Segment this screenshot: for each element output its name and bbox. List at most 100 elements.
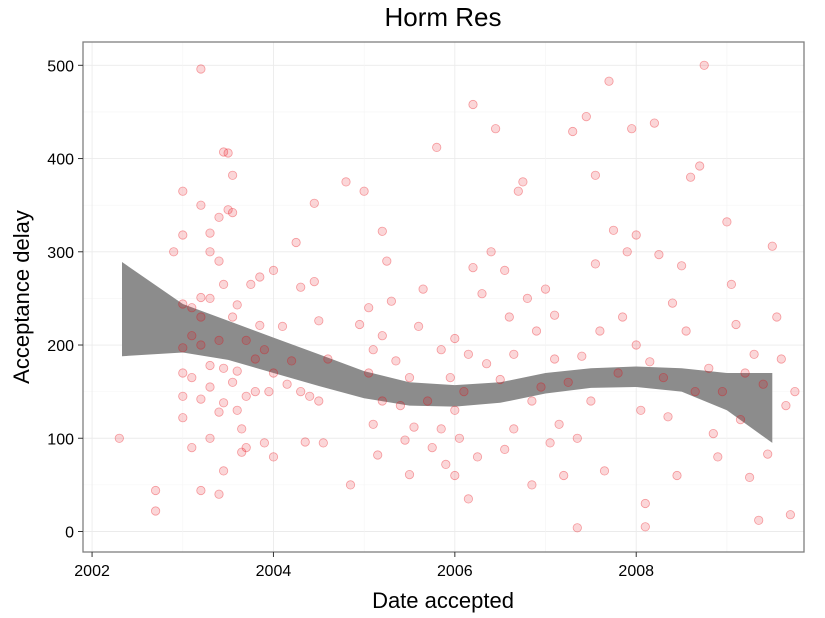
data-point <box>219 398 229 408</box>
data-point <box>377 226 387 236</box>
data-point <box>413 321 424 331</box>
data-point <box>178 230 188 240</box>
data-point <box>622 247 632 257</box>
data-point <box>241 391 251 401</box>
data-point <box>758 379 768 389</box>
data-point <box>178 299 188 309</box>
data-point <box>536 382 546 392</box>
grid <box>83 42 804 552</box>
data-point <box>540 284 551 294</box>
data-point <box>178 391 188 401</box>
data-point <box>595 326 605 336</box>
data-point <box>196 394 206 404</box>
data-point <box>722 217 732 227</box>
data-point <box>735 414 746 425</box>
data-point <box>223 205 233 215</box>
data-point <box>377 396 387 406</box>
data-point <box>377 331 387 341</box>
y-axis: 0 100 200 300 400 500 <box>47 58 83 541</box>
data-point <box>513 186 523 196</box>
data-point <box>214 489 224 499</box>
data-point <box>708 428 718 439</box>
data-point <box>214 212 224 222</box>
data-point <box>572 523 582 533</box>
data-point <box>726 279 737 289</box>
x-tick-label: 2004 <box>256 563 292 580</box>
data-point <box>785 510 796 520</box>
data-point <box>259 438 269 448</box>
data-point <box>391 356 401 366</box>
y-axis-title: Acceptance delay <box>9 210 34 384</box>
data-point <box>219 279 229 289</box>
data-point <box>731 319 741 330</box>
data-point <box>572 433 582 443</box>
data-point <box>232 300 242 310</box>
data-point <box>450 333 460 344</box>
x-axis-title: Date accepted <box>372 588 514 613</box>
data-point <box>341 177 351 187</box>
data-point <box>368 345 378 355</box>
data-point <box>228 208 238 218</box>
data-point <box>232 405 242 415</box>
data-point <box>581 112 591 122</box>
data-point <box>314 316 324 326</box>
data-point <box>767 241 777 251</box>
data-point <box>214 335 224 345</box>
data-point <box>345 480 356 490</box>
data-point <box>214 256 224 266</box>
data-point <box>241 335 251 345</box>
y-tick-label: 100 <box>47 431 74 448</box>
data-point <box>305 391 315 401</box>
data-point <box>246 279 256 289</box>
data-point <box>504 312 514 322</box>
data-point <box>296 282 306 292</box>
data-point <box>663 412 673 422</box>
chart-title: Horm Res <box>384 2 501 32</box>
data-point <box>754 515 764 525</box>
x-tick-label: 2002 <box>74 563 110 580</box>
data-point <box>477 289 487 299</box>
data-point <box>196 312 206 322</box>
data-point <box>255 320 265 330</box>
data-point <box>386 296 396 306</box>
data-point <box>667 298 678 308</box>
data-point <box>268 368 279 378</box>
data-point <box>400 435 410 445</box>
data-point <box>223 148 233 158</box>
data-point <box>205 360 215 371</box>
data-point <box>500 444 510 454</box>
data-point <box>454 433 464 443</box>
data-point <box>481 359 492 369</box>
data-point <box>627 124 637 134</box>
data-point <box>205 247 215 257</box>
data-point <box>717 386 728 397</box>
y-tick-label: 500 <box>47 58 74 75</box>
data-point <box>604 76 614 86</box>
data-point <box>259 345 269 355</box>
data-point <box>205 228 215 238</box>
data-point <box>568 126 578 137</box>
data-point <box>291 237 301 248</box>
data-point <box>114 433 124 443</box>
data-point <box>309 198 319 208</box>
data-point <box>590 170 601 180</box>
data-point <box>590 259 601 269</box>
data-point <box>690 386 700 397</box>
data-point <box>282 379 292 389</box>
data-point <box>268 265 279 275</box>
data-point <box>255 272 265 282</box>
data-point <box>450 470 460 481</box>
y-tick-label: 200 <box>47 338 74 355</box>
smooth-confidence-band <box>122 262 773 443</box>
data-point <box>549 310 560 320</box>
data-point <box>268 452 279 462</box>
data-point <box>613 368 623 378</box>
data-point <box>196 64 206 74</box>
data-point <box>649 118 660 128</box>
data-point <box>527 480 537 490</box>
data-point <box>713 452 723 462</box>
data-point <box>395 400 405 411</box>
data-point <box>699 60 709 70</box>
data-point <box>323 354 333 364</box>
